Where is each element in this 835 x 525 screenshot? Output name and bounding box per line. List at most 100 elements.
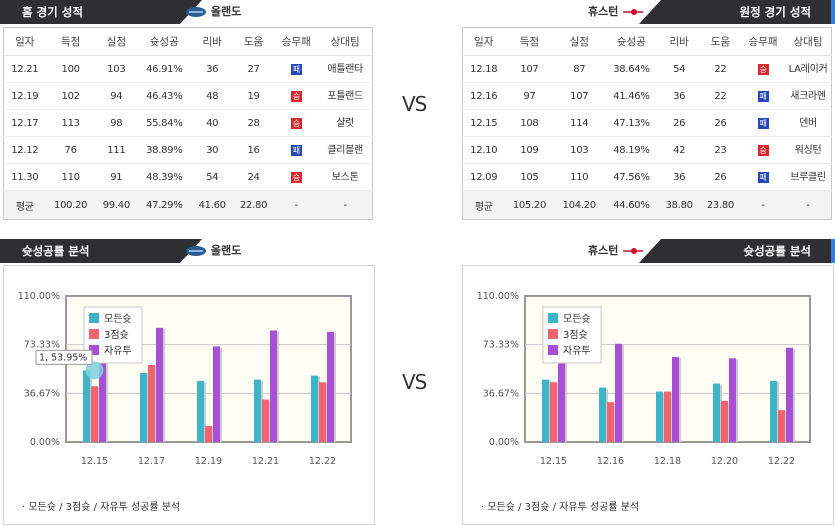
- bar[interactable]: [607, 402, 614, 442]
- vs-label-bottom: VS: [402, 370, 427, 394]
- average-cell: -: [785, 190, 832, 220]
- away-section-header: 원정 경기 성적: [639, 0, 831, 24]
- bar[interactable]: [254, 379, 261, 442]
- bar[interactable]: [205, 426, 212, 442]
- result-cell: 패: [741, 82, 785, 110]
- bar[interactable]: [83, 370, 90, 442]
- legend-swatch: [548, 313, 558, 323]
- bar[interactable]: [721, 400, 728, 442]
- bar[interactable]: [713, 383, 720, 442]
- bar[interactable]: [786, 347, 793, 442]
- home-shooting-chart: 0.00% 36.67% 73.33% 110.00% 12.15 12.17 12.19 1…: [18, 291, 352, 467]
- result-badge: 승: [757, 144, 769, 156]
- column-header: 득점: [45, 27, 96, 56]
- column-header: 실점: [554, 27, 605, 56]
- chart-tooltip: 1, 53.95%: [35, 349, 93, 365]
- stat-cell: 12.16: [462, 82, 505, 110]
- opponent-link[interactable]: 애틀랜타: [318, 55, 373, 83]
- stat-cell: 100: [45, 55, 96, 83]
- bar[interactable]: [99, 345, 106, 442]
- stat-cell: 12.18: [462, 55, 505, 83]
- bar[interactable]: [778, 410, 785, 442]
- result-badge: 승: [757, 63, 769, 75]
- bar[interactable]: [672, 357, 679, 442]
- stat-cell: 40: [191, 109, 233, 137]
- stat-cell: 24: [232, 163, 275, 191]
- column-header: 도움: [232, 27, 275, 56]
- opponent-link[interactable]: 보스톤: [318, 163, 373, 191]
- bar[interactable]: [311, 375, 318, 442]
- stat-cell: 114: [554, 109, 605, 137]
- stat-cell: 107: [554, 82, 605, 110]
- average-cell: -: [741, 190, 785, 220]
- bar[interactable]: [664, 391, 671, 442]
- bar[interactable]: [550, 382, 557, 442]
- bar[interactable]: [156, 327, 163, 442]
- opponent-link[interactable]: 워싱턴: [785, 136, 832, 164]
- opponent-link[interactable]: 포틀랜드: [318, 82, 373, 110]
- average-cell: 100.20: [45, 190, 96, 220]
- result-badge: 패: [757, 90, 769, 102]
- home-chart-team-name: 올랜도: [210, 244, 242, 257]
- bar[interactable]: [213, 346, 220, 442]
- stat-cell: 12.09: [462, 163, 505, 191]
- bar[interactable]: [262, 399, 269, 442]
- home-section-header: 홈 경기 성적: [0, 0, 202, 24]
- average-cell: -: [318, 190, 373, 220]
- average-cell: 44.60%: [604, 190, 659, 220]
- away-chart-team-label: 휴스턴: [588, 239, 644, 263]
- average-cell: 99.40: [95, 190, 138, 220]
- x-tick-label: 12.15: [81, 456, 108, 467]
- result-cell: 승: [741, 55, 785, 83]
- column-header: 득점: [504, 27, 555, 56]
- opponent-link[interactable]: 샬럿: [318, 109, 373, 137]
- bar[interactable]: [140, 372, 147, 442]
- y-tick-label: 73.33%: [483, 340, 519, 351]
- stat-cell: 111: [95, 136, 138, 164]
- hover-marker: [85, 361, 104, 380]
- table-row: 12.19 102 94 46.43% 48 19 승 포틀랜드: [3, 82, 373, 110]
- opponent-link[interactable]: 새크라멘: [785, 82, 832, 110]
- y-tick-label: 36.67%: [24, 388, 60, 399]
- bar[interactable]: [148, 365, 155, 442]
- x-tick-label: 12.19: [195, 456, 222, 467]
- x-tick-label: 12.22: [309, 456, 336, 467]
- opponent-link[interactable]: 클리블랜: [318, 136, 373, 164]
- bar[interactable]: [319, 382, 326, 442]
- result-cell: 패: [741, 109, 785, 137]
- bar[interactable]: [729, 358, 736, 442]
- opponent-link[interactable]: 브루클린: [785, 163, 832, 191]
- column-header: 리바: [658, 27, 700, 56]
- away-chart-panel: 0.00% 36.67% 73.33% 110.00% 12.15 12.16 12.18 1…: [462, 265, 834, 525]
- home-chart-team-label: 올랜도: [185, 239, 241, 263]
- bar[interactable]: [197, 380, 204, 442]
- bar[interactable]: [599, 387, 606, 442]
- bar[interactable]: [656, 391, 663, 442]
- stat-cell: 12.15: [462, 109, 505, 137]
- stat-cell: 48.19%: [604, 136, 659, 164]
- result-cell: 승: [274, 109, 319, 137]
- result-badge: 패: [290, 144, 302, 156]
- bar[interactable]: [615, 343, 622, 442]
- table-row: 12.09 105 110 47.56% 36 26 패 브루클린: [462, 163, 832, 191]
- opponent-link[interactable]: 덴버: [785, 109, 832, 137]
- average-cell: 23.80: [699, 190, 742, 220]
- stat-cell: 97: [504, 82, 555, 110]
- away-chart-title: 슛성공률 분석: [743, 244, 811, 258]
- stat-cell: 30: [191, 136, 233, 164]
- bar[interactable]: [558, 342, 565, 442]
- opponent-link[interactable]: LA레이커: [785, 55, 832, 83]
- stat-cell: 55.84%: [137, 109, 192, 137]
- table-row: 11.30 110 91 48.39% 54 24 승 보스톤: [3, 163, 373, 191]
- result-cell: 패: [274, 136, 319, 164]
- bar[interactable]: [542, 379, 549, 442]
- bar[interactable]: [327, 331, 334, 442]
- stat-cell: 108: [504, 109, 555, 137]
- legend-swatch: [89, 329, 99, 339]
- legend-swatch: [548, 329, 558, 339]
- bar[interactable]: [770, 380, 777, 442]
- column-header: 승무패: [741, 27, 785, 56]
- bar[interactable]: [270, 330, 277, 442]
- stat-cell: 28: [232, 109, 275, 137]
- bar[interactable]: [91, 386, 98, 442]
